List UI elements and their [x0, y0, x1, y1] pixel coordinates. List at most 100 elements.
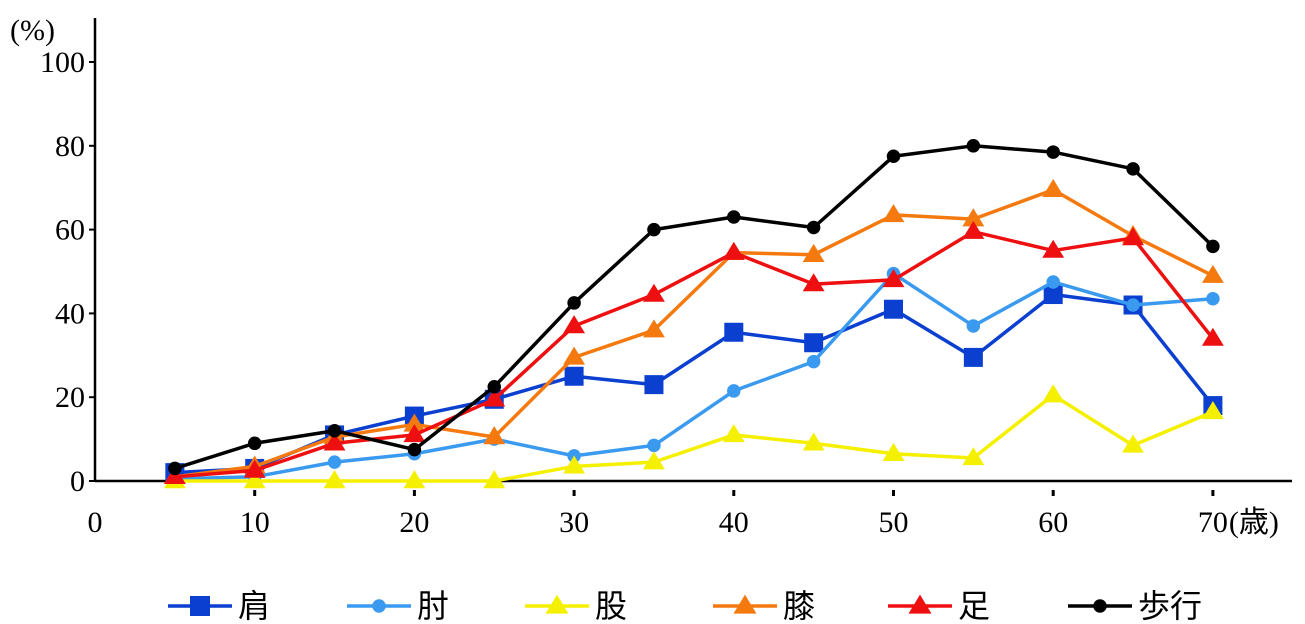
data-point	[403, 424, 426, 443]
data-point	[1122, 434, 1144, 453]
data-point	[1042, 239, 1065, 258]
data-point	[1046, 275, 1060, 289]
y-tick-label: 0	[70, 465, 85, 498]
axes: 0 20 40 60 80 100(%) 0 10 20 30 40 50 60 70 (歳)	[10, 14, 1292, 539]
series-layer	[163, 139, 1224, 489]
data-point	[962, 220, 985, 239]
data-point	[722, 241, 745, 260]
y-tick-label: 20	[55, 381, 85, 414]
data-point	[545, 594, 569, 614]
data-point	[403, 413, 426, 432]
data-point	[882, 269, 905, 288]
data-point	[804, 333, 824, 353]
data-point	[403, 470, 426, 489]
series-line	[174, 292, 1215, 475]
data-point	[372, 599, 386, 613]
data-point	[882, 204, 905, 223]
data-point	[168, 461, 182, 476]
data-point	[727, 210, 741, 224]
data-point	[727, 384, 741, 398]
y-tick-label: 40	[55, 297, 85, 330]
x-tick-label: 20	[399, 506, 429, 539]
legend-label: 歩行	[1138, 587, 1202, 624]
data-point	[243, 459, 266, 478]
series-line	[174, 393, 1214, 483]
data-point	[643, 319, 665, 338]
data-point	[647, 222, 661, 237]
series-line	[174, 229, 1215, 479]
legend-item-足: 足	[888, 587, 990, 624]
legend-item-肘: 肘	[347, 587, 449, 624]
data-point	[1042, 178, 1065, 198]
data-point	[886, 149, 901, 164]
x-tick-label: 40	[719, 506, 749, 539]
data-point	[1201, 264, 1224, 283]
y-tick-label: 80	[55, 130, 85, 163]
x-tick-label: 10	[240, 506, 270, 539]
x-unit-label: (歳)	[1229, 506, 1279, 539]
legend: 肩 肘 股 膝 足 歩行	[168, 587, 1202, 624]
data-point	[1126, 298, 1140, 312]
x-tick-label: 60	[1038, 506, 1068, 539]
data-point	[802, 243, 825, 262]
data-point	[962, 447, 985, 466]
data-point	[483, 470, 506, 489]
data-point	[1201, 327, 1224, 346]
series-歩行	[168, 139, 1220, 476]
data-point	[483, 388, 506, 407]
data-point	[1043, 285, 1063, 305]
series-line	[174, 271, 1214, 481]
data-point	[733, 594, 757, 614]
data-point	[802, 273, 825, 292]
data-point	[644, 375, 664, 395]
data-point	[1042, 384, 1065, 403]
series-股	[163, 384, 1224, 489]
data-point	[722, 424, 745, 443]
data-point	[1201, 401, 1224, 420]
legend-item-膝: 膝	[713, 587, 815, 624]
x-tick-label: 30	[559, 506, 589, 539]
legend-label: 膝	[783, 587, 815, 624]
data-point	[882, 442, 905, 461]
data-point	[323, 470, 346, 489]
data-point	[563, 315, 586, 334]
series-line	[174, 144, 1215, 471]
data-point	[564, 366, 584, 386]
data-point	[966, 139, 981, 153]
data-point	[647, 438, 661, 453]
data-point	[563, 346, 586, 365]
data-point	[908, 594, 932, 614]
data-point	[247, 436, 262, 451]
x-tick-label: 70	[1198, 506, 1228, 539]
y-tick-label: 60	[55, 214, 85, 247]
series-足	[163, 220, 1224, 485]
data-point	[323, 432, 346, 451]
series-肩	[165, 285, 1223, 483]
data-point	[724, 322, 744, 342]
data-point	[806, 354, 821, 369]
data-point	[327, 423, 342, 438]
data-point	[884, 299, 903, 319]
data-point	[1206, 291, 1220, 306]
data-point	[407, 442, 422, 457]
data-point	[563, 455, 586, 474]
legend-item-歩行: 歩行	[1068, 587, 1202, 624]
data-point	[1126, 162, 1140, 176]
data-point	[567, 296, 581, 310]
data-point	[643, 283, 665, 302]
y-tick-label: 100	[40, 46, 85, 79]
data-point	[802, 432, 825, 451]
data-point	[327, 455, 342, 469]
legend-label: 肘	[417, 587, 449, 624]
legend-label: 肩	[238, 587, 270, 624]
data-point	[962, 208, 985, 227]
data-point	[806, 220, 821, 235]
y-unit-label: (%)	[10, 14, 55, 47]
data-point	[1206, 239, 1220, 254]
legend-label: 股	[595, 587, 627, 624]
data-point	[190, 596, 210, 616]
data-point	[483, 426, 506, 445]
data-point	[966, 319, 981, 333]
data-point	[643, 451, 665, 470]
